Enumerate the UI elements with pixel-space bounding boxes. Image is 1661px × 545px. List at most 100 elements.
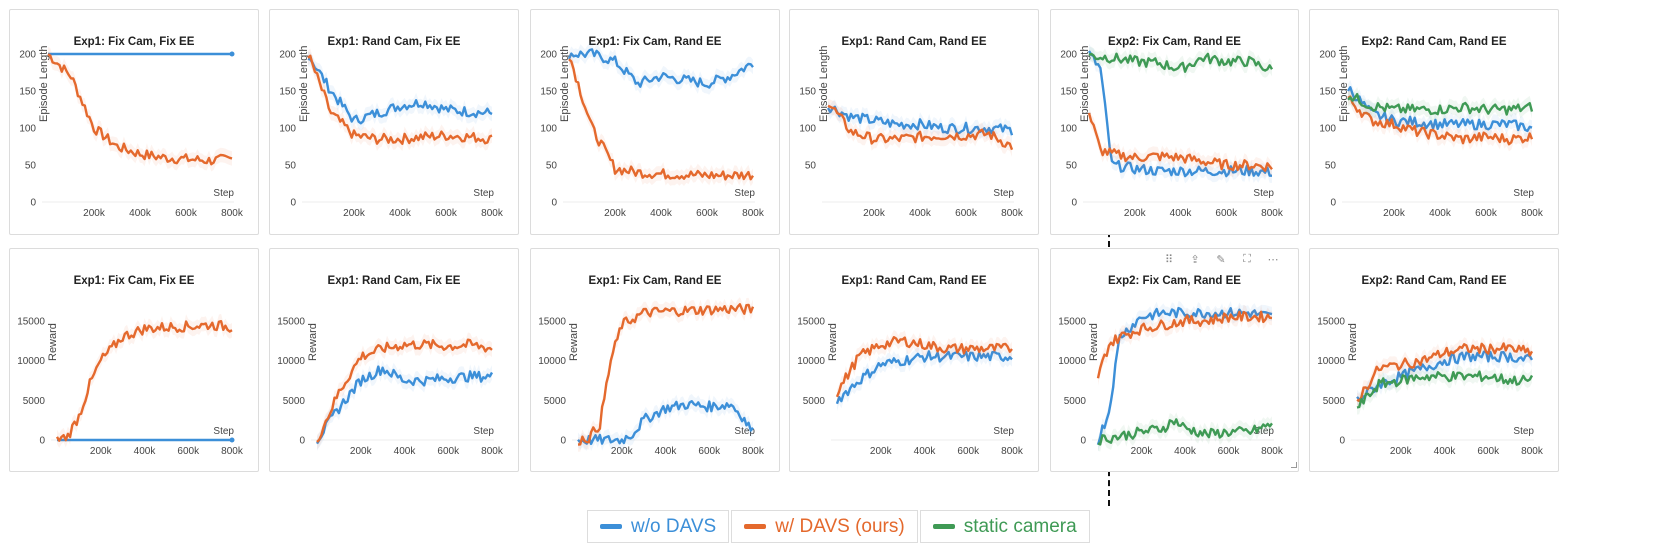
chart-svg: Exp1: Rand Cam, Rand EE 5000 10000 15000 200… [797,275,1024,457]
series-line [47,53,233,166]
legend-label: w/o DAVS [631,515,717,537]
legend-item[interactable]: w/o DAVS [587,510,730,543]
y-tick-label: 100 [540,124,557,135]
y-tick-label: 15000 [1058,316,1086,327]
series-line [1088,52,1274,73]
chart-panel[interactable]: Exp1: Fix Cam, Fix EE 0 5000 10000 15000 200k… [9,248,259,472]
chart-panel[interactable]: Exp1: Rand Cam, Fix EE 0 50 100 150 200 200k 40… [269,9,519,235]
x-axis-label: Step [734,426,755,437]
chart-panel[interactable]: Exp1: Fix Cam, Rand EE 0 50 100 150 200 200k 40… [530,9,780,235]
series-line [1356,342,1534,403]
chart-panel[interactable]: Exp1: Rand Cam, Fix EE 0 5000 10000 15000 200… [269,248,519,472]
legend-label: static camera [963,515,1077,537]
x-tick-label: 600k [955,208,978,219]
x-axis-label: Step [473,188,494,199]
y-tick-label: 0 [1339,436,1345,447]
y-axis-label: Episode Length [818,46,830,122]
chart-panel[interactable]: Exp1: Fix Cam, Fix EE 0 50 100 150 200 200k 400… [9,9,259,235]
x-tick-label: 800k [1261,446,1284,457]
chart-title: Exp2: Fix Cam, Rand EE [1108,275,1241,287]
y-tick-label: 5000 [23,396,46,407]
x-tick-label: 400k [909,208,932,219]
y-tick-label: 200 [1319,50,1336,61]
share-icon[interactable]: ⇪ [1190,254,1200,266]
x-tick-label: 400k [655,446,678,457]
expand-icon[interactable]: ⛶ [1243,253,1251,265]
series-line [307,54,493,146]
y-tick-label: 200 [279,50,296,61]
chart-panel[interactable]: Exp1: Rand Cam, Rand EE 5000 10000 15000 200… [789,248,1039,472]
series-line [1356,350,1534,401]
x-tick-label: 200k [90,446,113,457]
x-tick-label: 800k [481,446,504,457]
x-tick-label: 600k [177,446,200,457]
x-tick-label: 600k [1475,208,1498,219]
chart-panel[interactable]: Exp1: Rand Cam, Rand EE 50 100 150 200k 400k 6… [789,9,1039,235]
y-tick-label: 100 [1319,124,1336,135]
chart-panel[interactable]: Exp1: Fix Cam, Rand EE 0 5000 10000 15000 200… [530,248,780,472]
x-tick-label: 800k [742,208,765,219]
series-band [1089,46,1272,79]
chart-title: Exp1: Rand Cam, Rand EE [841,36,986,48]
y-tick-label: 200 [1060,50,1077,61]
y-tick-label: 15000 [277,316,305,327]
chart-panel[interactable]: Exp2: Fix Cam, Rand EE 0 50 100 150 200 200k 40… [1050,9,1299,235]
series-end-point [229,51,235,57]
chart-title: Exp2: Rand Cam, Rand EE [1361,275,1506,287]
chart-panel[interactable]: Exp2: Rand Cam, Rand EE 0 50 100 150 200 200k 4… [1309,9,1559,235]
y-tick-label: 100 [1060,124,1077,135]
legend: w/o DAVS w/ DAVS (ours) static camera [587,510,1092,543]
panel-toolbar: ⠿ ⇪ ✎ ⛶ ⋯ [1162,253,1280,266]
edit-icon[interactable]: ✎ [1216,254,1226,266]
legend-item[interactable]: static camera [919,510,1090,543]
x-tick-label: 200k [350,446,373,457]
chart-title: Exp1: Fix Cam, Rand EE [589,36,722,48]
y-tick-label: 150 [19,87,36,98]
more-icon[interactable]: ⋯ [1267,254,1279,266]
y-tick-label: 10000 [797,356,825,367]
x-tick-label: 200k [870,446,893,457]
x-axis-label: Step [1253,426,1274,437]
x-axis-label: Step [734,188,755,199]
chart-panel[interactable]: Exp2: Rand Cam, Rand EE 0 5000 10000 15000 20… [1309,248,1559,472]
series-band [578,394,753,452]
x-axis-label: Step [473,426,494,437]
y-tick-label: 0 [39,436,45,447]
y-tick-label: 10000 [277,356,305,367]
y-axis-label: Episode Length [559,46,571,122]
y-tick-label: 50 [805,161,817,172]
y-axis-label: Reward [1088,323,1100,361]
chart-svg: Exp1: Fix Cam, Rand EE 0 5000 10000 15000 200… [538,275,765,457]
x-tick-label: 200k [1124,208,1147,219]
x-tick-label: 200k [604,208,627,219]
series-line [568,58,755,181]
series-line [1347,92,1534,116]
chart-title: Exp1: Rand Cam, Fix EE [328,36,461,48]
chart-title: Exp2: Rand Cam, Rand EE [1361,36,1506,48]
y-tick-label: 10000 [1317,356,1345,367]
chart-panel[interactable]: Exp2: Fix Cam, Rand EE 0 5000 10000 15000 200… [1050,248,1299,472]
y-tick-label: 100 [19,124,36,135]
resize-handle-icon[interactable] [1291,462,1297,468]
y-axis-label: Reward [307,323,319,361]
y-tick-label: 50 [285,161,297,172]
legend-item[interactable]: w/ DAVS (ours) [731,510,918,543]
x-tick-label: 400k [650,208,673,219]
y-tick-label: 5000 [803,396,826,407]
y-tick-label: 0 [299,436,305,447]
x-tick-label: 400k [1429,208,1452,219]
x-tick-label: 600k [696,208,719,219]
drag-handle-icon[interactable]: ⠿ [1164,254,1174,266]
series-band [1357,364,1532,415]
y-axis-label: Episode Length [1338,46,1350,122]
y-tick-label: 150 [540,87,557,98]
x-tick-label: 400k [134,446,157,457]
y-axis-label: Reward [827,323,839,361]
chart-svg: Exp1: Fix Cam, Fix EE 0 50 100 150 200 200k 400… [19,36,244,219]
chart-svg: Exp2: Rand Cam, Rand EE 0 50 100 150 200 200k 4… [1319,36,1544,219]
y-tick-label: 150 [1060,87,1077,98]
chart-svg: Exp1: Fix Cam, Rand EE 0 50 100 150 200 200k 40… [540,36,765,219]
x-tick-label: 600k [175,208,198,219]
y-axis-label: Reward [568,323,580,361]
series-line [827,104,1014,151]
